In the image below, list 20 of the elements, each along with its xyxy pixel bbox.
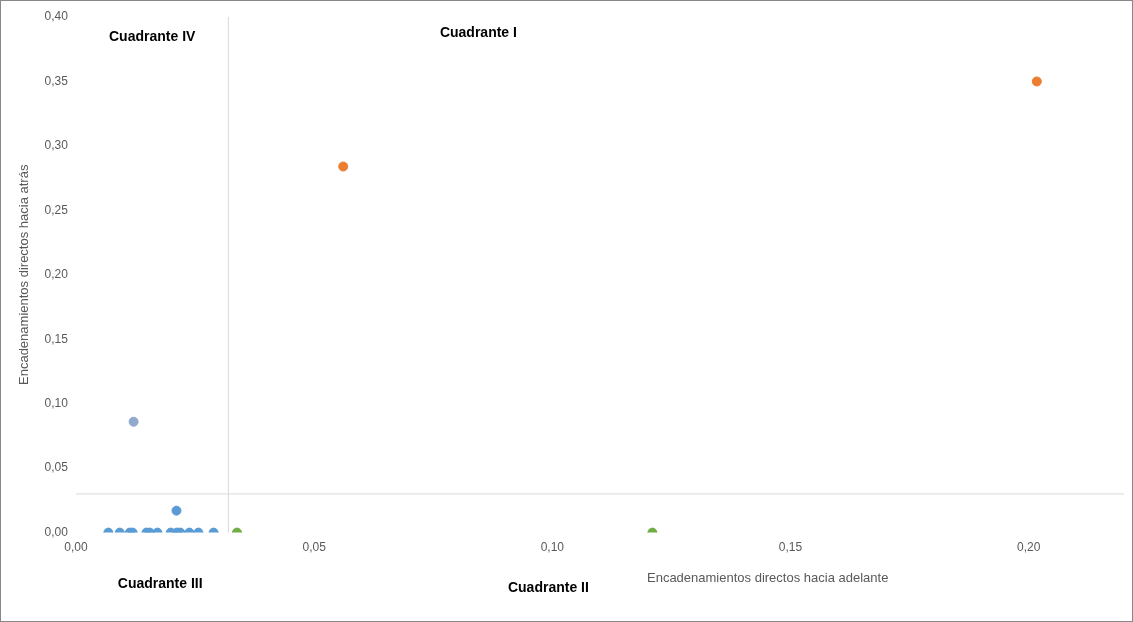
text: Cuadrante II (507, 579, 589, 596)
annotation: Cuadrante I (439, 23, 517, 40)
y-tick-label: 0,00 (44, 524, 69, 539)
y-tick-label: 0,30 (44, 138, 69, 153)
y-tick-label: 0,05 (44, 460, 69, 475)
y-tick-label: 0,15 (44, 331, 69, 346)
y-tick-label: 0,25 (44, 202, 69, 217)
text: Cuadrante III (117, 575, 203, 592)
y-tick-label: 0,10 (44, 396, 69, 411)
x-tick-label: 0,00 (64, 540, 88, 555)
x-axis-title: Encadenamientos directos hacia adelante (646, 570, 889, 586)
x-tick-label: 0,15 (778, 540, 803, 555)
y-tick-label: 0,20 (44, 267, 69, 282)
x-tick-label: 0,10 (540, 540, 565, 555)
annotation: Cuadrante IV (109, 27, 197, 44)
y-tick-label: 0,40 (44, 9, 69, 24)
x-tick-label: 0,20 (1017, 540, 1041, 555)
x-tick-label: 0,05 (302, 540, 327, 555)
y-tick-label: 0,35 (44, 73, 69, 88)
y-axis-title: Encadenamientos directos hacia atrás (16, 164, 32, 385)
